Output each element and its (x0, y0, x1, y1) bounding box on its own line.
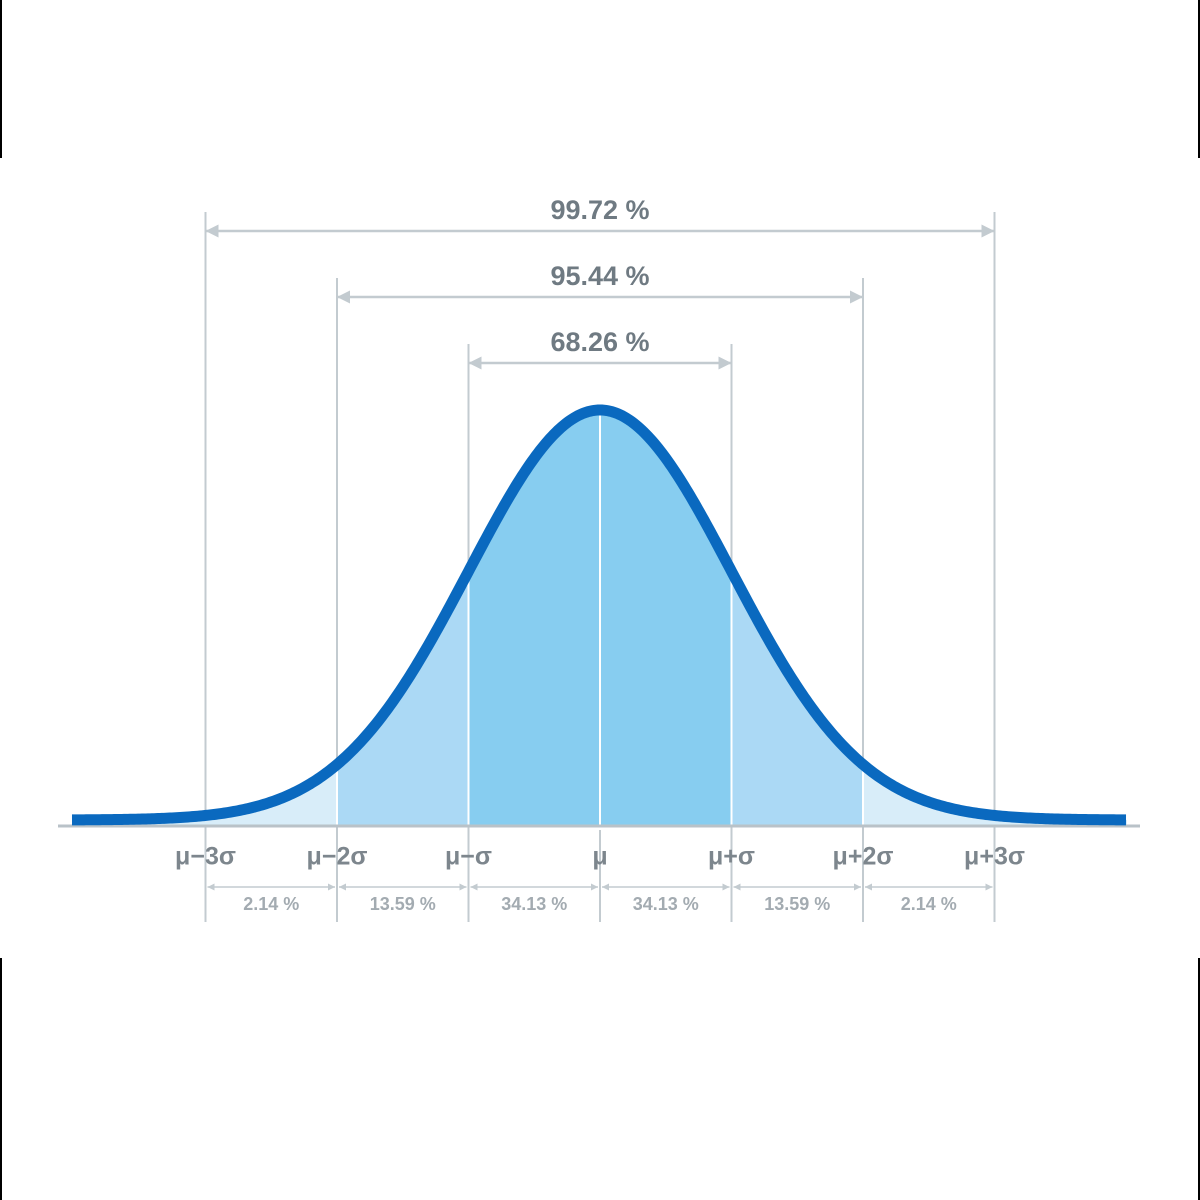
axis-label: μ+2σ (833, 843, 894, 871)
axis-label: μ (592, 843, 607, 871)
axis-label: μ+3σ (964, 843, 1025, 871)
area-band (72, 764, 337, 826)
axis-label: μ−2σ (307, 843, 368, 871)
segment-label: 2.14 % (901, 894, 957, 914)
segment-label: 34.13 % (633, 894, 699, 914)
axis-label: μ−3σ (175, 843, 236, 871)
segment-label: 34.13 % (501, 894, 567, 914)
segment-label: 2.14 % (243, 894, 299, 914)
range-label: 68.26 % (550, 327, 649, 357)
area-band (863, 764, 1127, 826)
area-band (468, 410, 600, 826)
segment-label: 13.59 % (370, 894, 436, 914)
area-band (600, 410, 732, 826)
axis-label: μ−σ (445, 843, 492, 871)
bell-curve (71, 404, 1127, 826)
axis-label: μ+σ (708, 843, 755, 871)
segment-label: 13.59 % (764, 894, 830, 914)
range-label: 99.72 % (550, 195, 649, 225)
range-label: 95.44 % (550, 261, 649, 291)
